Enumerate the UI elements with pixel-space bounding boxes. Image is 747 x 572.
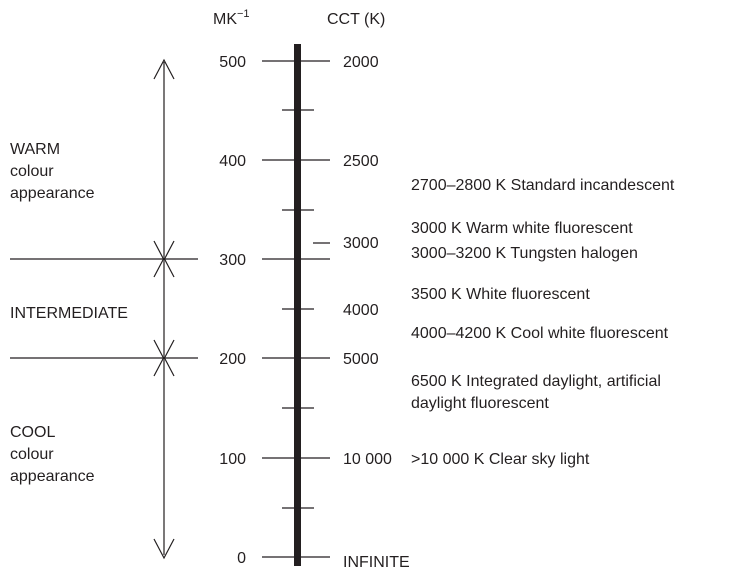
source-warm-white-fluorescent: 3000 K Warm white fluorescent (411, 220, 633, 237)
source-white-fluorescent: 3500 K White fluorescent (411, 286, 590, 303)
mired-label-100: 100 (219, 451, 246, 468)
zone-cool-line-3: appearance (10, 468, 95, 485)
cct-axis-header: CCT (K) (327, 11, 385, 28)
mired-labels: 500 400 300 200 100 0 (219, 54, 246, 567)
zone-boundaries (10, 258, 198, 359)
arrow-warm-bottom-head (153, 240, 175, 262)
source-tungsten-halogen: 3000–3200 K Tungsten halogen (411, 245, 638, 262)
zone-cool-line-1: COOL (10, 424, 55, 441)
cct-label-4000: 4000 (343, 302, 379, 319)
mired-label-200: 200 (219, 351, 246, 368)
cct-label-infinite: INFINITE (343, 554, 410, 571)
cct-label-2500: 2500 (343, 153, 379, 170)
zone-warm-line-1: WARM (10, 141, 60, 158)
cct-label-10000: 10 000 (343, 451, 392, 468)
zone-labels: WARM colour appearance INTERMEDIATE COOL… (10, 141, 128, 485)
source-daylight-fluorescent: daylight fluorescent (411, 395, 549, 412)
source-standard-incandescent: 2700–2800 K Standard incandescent (411, 177, 675, 194)
arrow-cool-bottom-head (153, 538, 175, 560)
zone-intermediate-line-1: INTERMEDIATE (10, 305, 128, 322)
mired-unit: MK (213, 11, 237, 28)
source-labels: 2700–2800 K Standard incandescent 3000 K… (411, 177, 675, 468)
zone-warm-line-2: colour (10, 163, 54, 180)
mired-unit-exponent: −1 (237, 8, 250, 20)
mired-label-400: 400 (219, 153, 246, 170)
minor-ticks (282, 109, 314, 509)
cct-label-3000: 3000 (343, 235, 379, 252)
arrow-intermediate-top-head (153, 256, 175, 278)
source-clear-sky-light: >10 000 K Clear sky light (411, 451, 590, 468)
arrow-intermediate-bottom-head (153, 339, 175, 361)
cct-label-5000: 5000 (343, 351, 379, 368)
mired-label-300: 300 (219, 252, 246, 269)
zone-warm-label: WARM colour appearance (10, 141, 95, 202)
zone-cool-label: COOL colour appearance (10, 424, 95, 485)
cct-ticks (298, 60, 330, 558)
zone-arrows (153, 58, 175, 560)
mired-axis-header: MK−1 (213, 8, 250, 28)
mired-label-500: 500 (219, 54, 246, 71)
mired-major-ticks (262, 60, 298, 558)
arrow-cool-top-head (153, 355, 175, 377)
source-cool-white-fluorescent: 4000–4200 K Cool white fluorescent (411, 325, 669, 342)
arrow-warm-top-head (153, 58, 175, 80)
cct-label-2000: 2000 (343, 54, 379, 71)
zone-cool-line-2: colour (10, 446, 54, 463)
mired-label-0: 0 (237, 550, 246, 567)
source-integrated-daylight: 6500 K Integrated daylight, artificial (411, 373, 661, 390)
scale-bar (294, 44, 301, 566)
zone-intermediate-label: INTERMEDIATE (10, 305, 128, 322)
zone-warm-line-3: appearance (10, 185, 95, 202)
cct-labels: 2000 2500 3000 4000 5000 10 000 INFINITE (343, 54, 410, 571)
